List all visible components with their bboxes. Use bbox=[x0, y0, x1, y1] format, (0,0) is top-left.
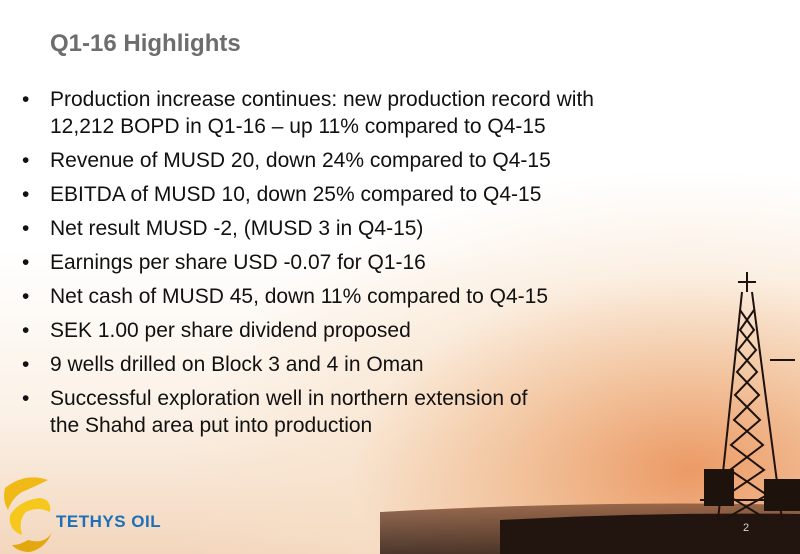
bullet-item: • 9 wells drilled on Block 3 and 4 in Oma… bbox=[22, 351, 594, 378]
bullet-list: • Production increase continues: new prod… bbox=[22, 86, 594, 446]
logo-text: TETHYS OIL bbox=[56, 512, 162, 531]
bullet-item: • Successful exploration well in northern… bbox=[22, 385, 594, 439]
bullet-mark: • bbox=[22, 251, 30, 274]
page-number: 2 bbox=[743, 522, 750, 534]
bullet-mark: • bbox=[22, 217, 30, 240]
bullet-item: • Production increase continues: new prod… bbox=[22, 86, 594, 140]
bullet-item: • EBITDA of MUSD 10, down 25% compared to… bbox=[22, 181, 594, 208]
bullet-item: • Revenue of MUSD 20, down 24% compared t… bbox=[22, 147, 594, 174]
bullet-text: Net cash of MUSD 45, down 11% compared t… bbox=[50, 285, 549, 308]
bullet-item: • Net result MUSD -2, (MUSD 3 in Q4-15) bbox=[22, 215, 594, 242]
bullet-item: • SEK 1.00 per share dividend proposed bbox=[22, 317, 594, 344]
bullet-item: • Net cash of MUSD 45, down 11% compared … bbox=[22, 283, 594, 310]
bullet-mark: • bbox=[22, 353, 30, 376]
bullet-mark: • bbox=[22, 319, 30, 342]
bullet-mark: • bbox=[22, 149, 30, 172]
bullet-text: EBITDA of MUSD 10, down 25% compared to … bbox=[50, 183, 542, 206]
bullet-item: • Earnings per share USD -0.07 for Q1-16 bbox=[22, 249, 594, 276]
ground-shadow bbox=[500, 513, 800, 554]
logo-mark bbox=[4, 477, 52, 552]
bullet-text: Earnings per share USD -0.07 for Q1-16 bbox=[50, 251, 426, 274]
bullet-text: Revenue of MUSD 20, down 24% compared to… bbox=[50, 149, 551, 172]
bullet-mark: • bbox=[22, 88, 30, 111]
bullet-text: 9 wells drilled on Block 3 and 4 in Oman bbox=[50, 353, 424, 376]
bullet-text: the Shahd area put into production bbox=[50, 414, 373, 437]
bullet-text: Production increase continues: new produ… bbox=[50, 88, 594, 111]
bullet-text: Successful exploration well in northern … bbox=[50, 387, 528, 410]
bullet-text: Net result MUSD -2, (MUSD 3 in Q4-15) bbox=[50, 217, 424, 240]
bullet-text: 12,212 BOPD in Q1-16 – up 11% compared t… bbox=[50, 115, 546, 138]
bullet-mark: • bbox=[22, 285, 30, 308]
drilling-rig bbox=[700, 272, 800, 521]
bullet-mark: • bbox=[22, 387, 30, 410]
bullet-mark: • bbox=[22, 183, 30, 206]
bullet-text: SEK 1.00 per share dividend proposed bbox=[50, 319, 411, 342]
slide-title: Q1-16 Highlights bbox=[50, 30, 241, 57]
